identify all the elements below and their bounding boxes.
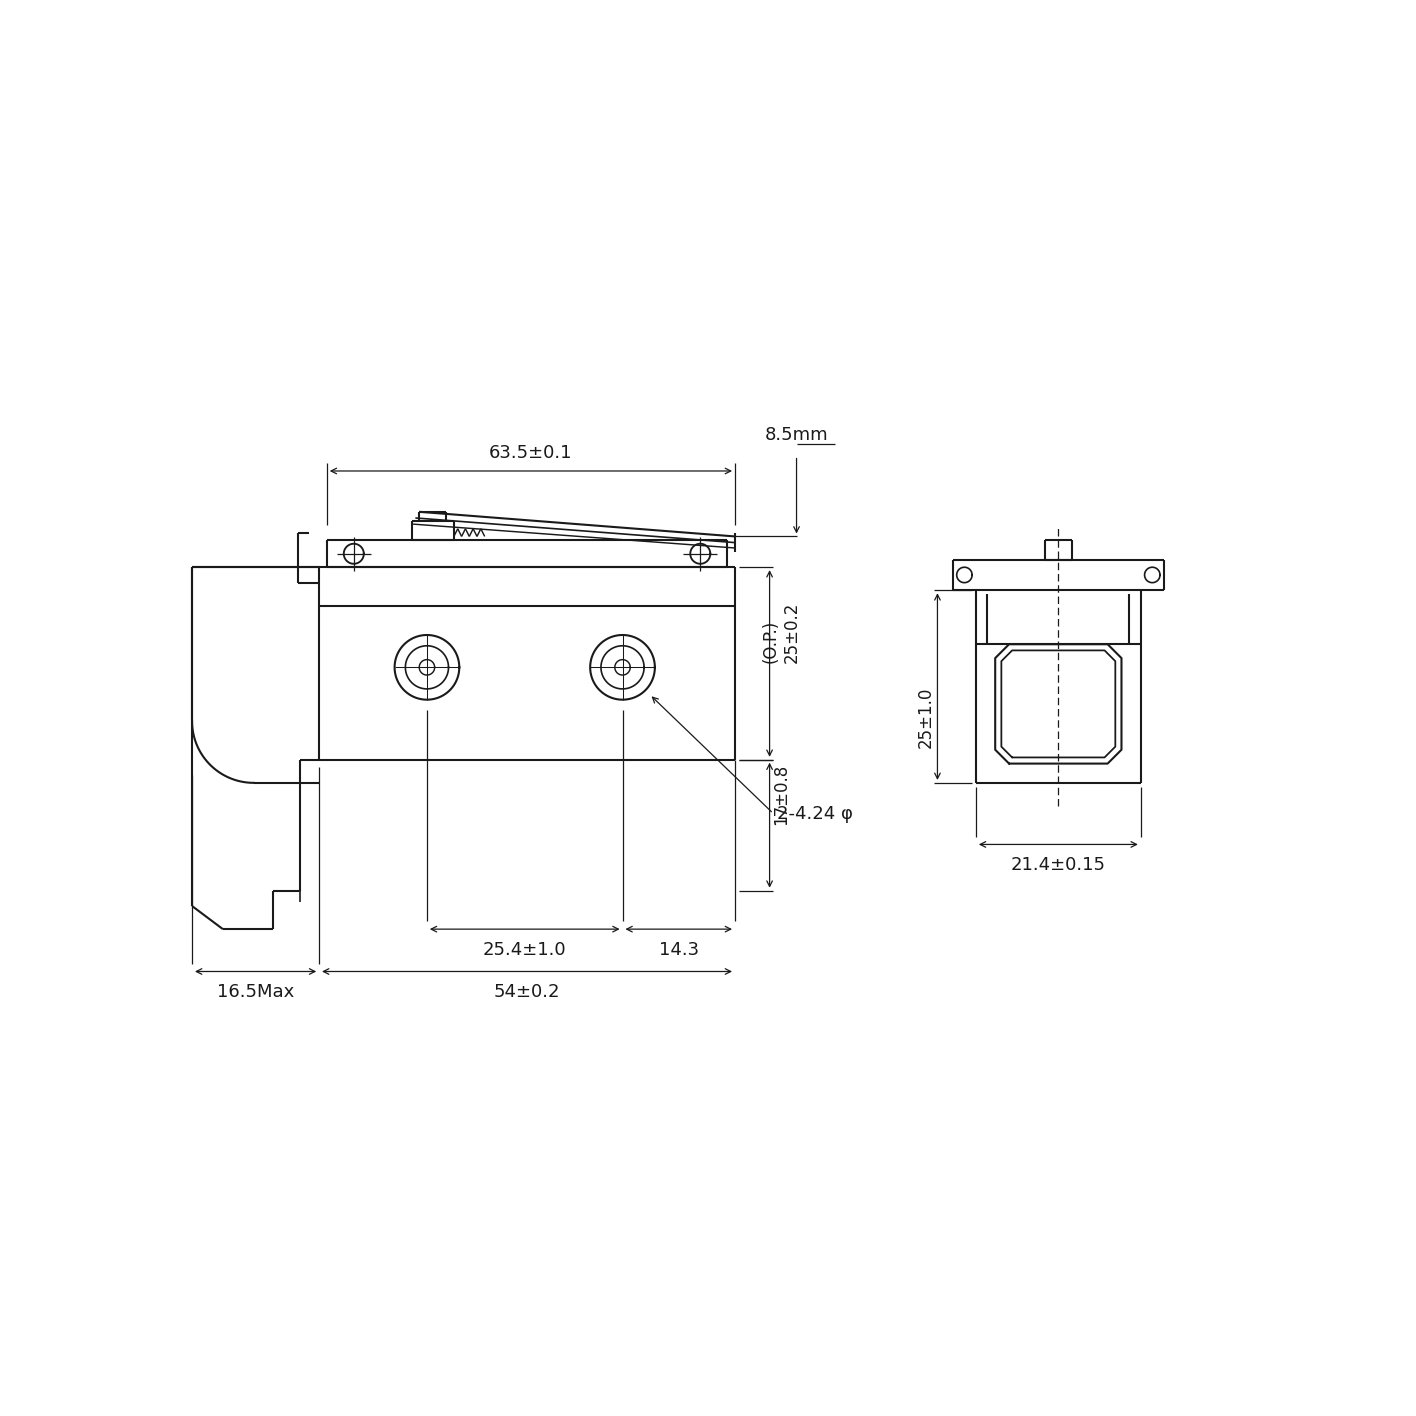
Text: 54±0.2: 54±0.2 [494, 983, 561, 1001]
Text: 63.5±0.1: 63.5±0.1 [489, 443, 572, 462]
Text: 17±0.8: 17±0.8 [772, 765, 790, 826]
Text: 8.5mm: 8.5mm [765, 426, 828, 445]
Text: 21.4±0.15: 21.4±0.15 [1011, 857, 1106, 874]
Text: 25.4±1.0: 25.4±1.0 [483, 940, 566, 959]
Text: (O.P.)
25±0.2: (O.P.) 25±0.2 [762, 602, 800, 664]
Text: 2-4.24 φ: 2-4.24 φ [777, 804, 854, 823]
Text: 16.5Max: 16.5Max [217, 983, 295, 1001]
Text: 14.3: 14.3 [658, 940, 698, 959]
Text: 25±1.0: 25±1.0 [918, 687, 935, 748]
